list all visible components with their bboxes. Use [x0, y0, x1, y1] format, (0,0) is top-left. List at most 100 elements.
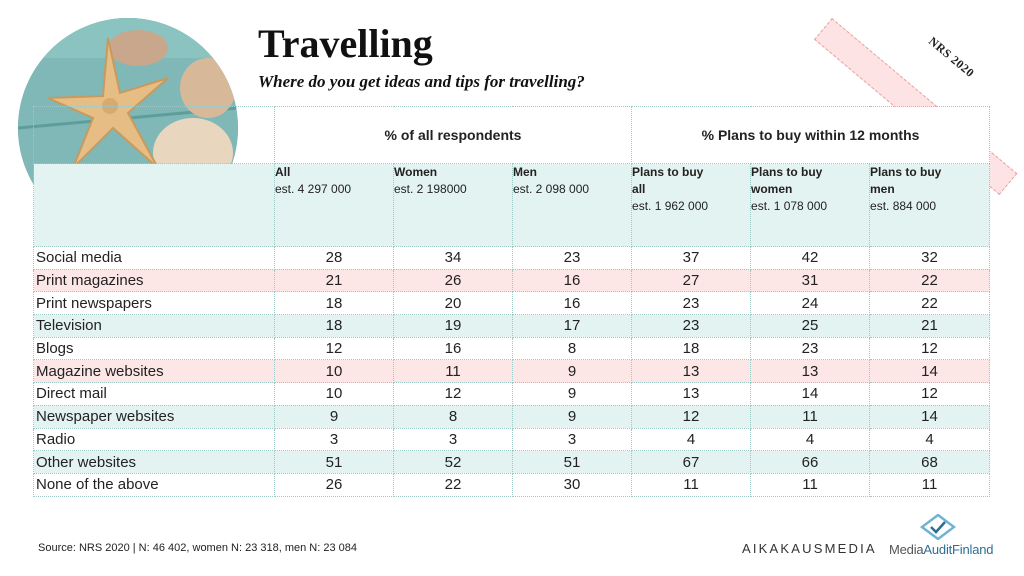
value-cell: 14: [869, 404, 991, 429]
value-cell: 12: [393, 382, 513, 406]
value-cell: 31: [750, 268, 871, 293]
value-cell: 4: [750, 427, 871, 452]
column-title: Women: [394, 165, 438, 179]
value-cell: 28: [274, 246, 394, 270]
value-cell: 22: [393, 472, 513, 497]
group-header-row: % of all respondents % Plans to buy with…: [33, 106, 991, 164]
ribbon-label: NRS 2020: [926, 34, 978, 81]
media-audit-finland-logo: MediaAuditFinland: [889, 542, 993, 557]
value-cell: 37: [631, 246, 752, 270]
table-row: None of the above 26 22 30 11 11 11: [33, 472, 991, 497]
row-label: Television: [33, 314, 275, 338]
table-body: Social media 28 34 23 37 42 32 Print magazines 2…: [33, 246, 991, 497]
page-title: Travelling: [258, 21, 433, 66]
value-cell: 11: [750, 404, 871, 429]
group-header-all: % of all respondents: [273, 106, 633, 164]
value-cell: 16: [511, 291, 633, 316]
column-estimate: est. 1 962 000: [632, 199, 709, 213]
value-cell: 8: [393, 404, 513, 429]
table-row: Newspaper websites 9 8 9 12 11 14: [33, 404, 991, 429]
value-cell: 32: [869, 246, 991, 270]
value-cell: 3: [274, 427, 394, 452]
row-label: Other websites: [33, 450, 275, 474]
value-cell: 11: [393, 359, 513, 384]
value-cell: 23: [631, 314, 752, 338]
source-note: Source: NRS 2020 | N: 46 402, women N: 2…: [38, 542, 357, 554]
value-cell: 20: [393, 291, 513, 316]
value-cell: 13: [750, 359, 871, 384]
row-label: Newspaper websites: [33, 404, 275, 429]
value-cell: 27: [631, 268, 752, 293]
value-cell: 52: [393, 450, 513, 474]
column-estimate: est. 884 000: [870, 199, 937, 213]
value-cell: 22: [869, 268, 991, 293]
column-header-men: Men est. 2 098 000: [511, 163, 633, 247]
column-title: All: [275, 165, 291, 179]
value-cell: 14: [869, 359, 991, 384]
value-cell: 51: [274, 450, 394, 474]
column-title: Men: [513, 165, 537, 179]
value-cell: 18: [274, 291, 394, 316]
value-cell: 42: [750, 246, 871, 270]
value-cell: 67: [631, 450, 752, 474]
value-cell: 19: [393, 314, 513, 338]
logo-media-text: Media: [889, 542, 924, 557]
column-subtitle: men: [870, 182, 895, 196]
column-header-plans-women: Plans to buy women est. 1 078 000: [750, 163, 871, 247]
row-label: Magazine websites: [33, 359, 275, 384]
column-subtitle: all: [632, 182, 646, 196]
value-cell: 13: [631, 382, 752, 406]
value-cell: 34: [393, 246, 513, 270]
value-cell: 17: [511, 314, 633, 338]
value-cell: 12: [631, 404, 752, 429]
table-row: Radio 3 3 3 4 4 4: [33, 427, 991, 452]
value-cell: 24: [750, 291, 871, 316]
value-cell: 3: [511, 427, 633, 452]
value-cell: 12: [869, 382, 991, 406]
label-column-header: [33, 163, 275, 247]
table-row: Social media 28 34 23 37 42 32: [33, 246, 991, 270]
value-cell: 21: [869, 314, 991, 338]
column-title: Plans to buy: [870, 165, 942, 179]
results-table: % of all respondents % Plans to buy with…: [33, 106, 991, 497]
value-cell: 23: [511, 246, 633, 270]
corner-cell: [33, 106, 275, 164]
row-label: Print newspapers: [33, 291, 275, 316]
row-label: Blogs: [33, 336, 275, 361]
value-cell: 9: [511, 382, 633, 406]
value-cell: 4: [631, 427, 752, 452]
aikakausmedia-logo: AIKAKAUSMEDIA: [742, 541, 877, 556]
value-cell: 10: [274, 359, 394, 384]
value-cell: 23: [631, 291, 752, 316]
value-cell: 25: [750, 314, 871, 338]
value-cell: 14: [750, 382, 871, 406]
column-header-women: Women est. 2 198000: [393, 163, 513, 247]
column-header-all: All est. 4 297 000: [274, 163, 394, 247]
value-cell: 8: [511, 336, 633, 361]
value-cell: 11: [750, 472, 871, 497]
value-cell: 26: [393, 268, 513, 293]
table-row: Television 18 19 17 23 25 21: [33, 314, 991, 338]
table-row: Direct mail 10 12 9 13 14 12: [33, 382, 991, 406]
value-cell: 30: [511, 472, 633, 497]
row-label: Direct mail: [33, 382, 275, 406]
media-audit-diamond-icon: [919, 513, 957, 545]
value-cell: 9: [511, 359, 633, 384]
value-cell: 12: [869, 336, 991, 361]
value-cell: 66: [750, 450, 871, 474]
value-cell: 16: [511, 268, 633, 293]
value-cell: 3: [393, 427, 513, 452]
value-cell: 23: [750, 336, 871, 361]
column-title: Plans to buy: [751, 165, 823, 179]
value-cell: 18: [274, 314, 394, 338]
table-row: Blogs 12 16 8 18 23 12: [33, 336, 991, 361]
column-estimate: est. 1 078 000: [751, 199, 828, 213]
value-cell: 26: [274, 472, 394, 497]
value-cell: 21: [274, 268, 394, 293]
row-label: Social media: [33, 246, 275, 270]
value-cell: 9: [511, 404, 633, 429]
column-header-plans-men: Plans to buy men est. 884 000: [869, 163, 991, 247]
value-cell: 11: [869, 472, 991, 497]
table-row: Print newspapers 18 20 16 23 24 22: [33, 291, 991, 316]
page-subtitle: Where do you get ideas and tips for trav…: [258, 72, 585, 91]
